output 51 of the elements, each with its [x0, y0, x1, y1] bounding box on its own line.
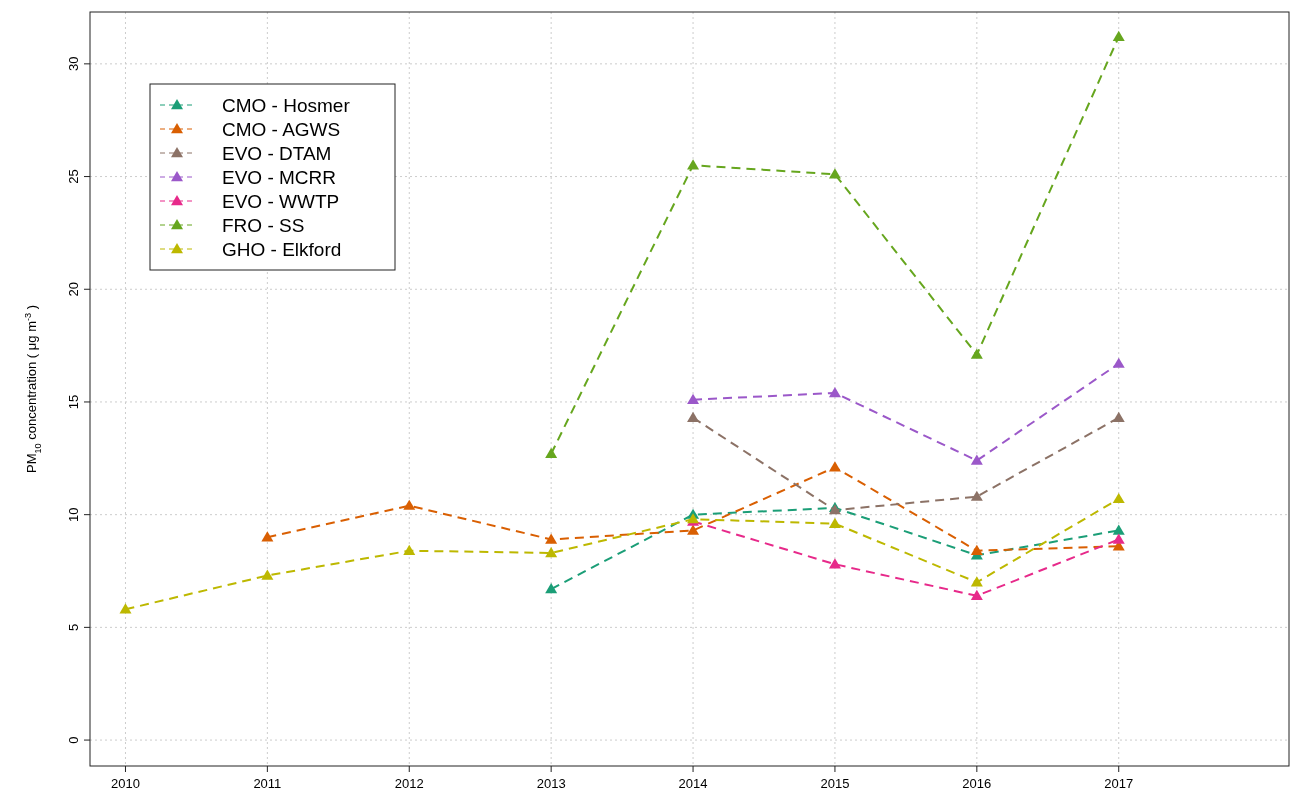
point: [545, 533, 558, 544]
point: [828, 386, 841, 398]
point: [828, 461, 841, 472]
point: [970, 576, 983, 587]
y-tick-label: 0: [66, 736, 81, 744]
x-tick-label: 2014: [678, 776, 708, 791]
point: [403, 544, 416, 555]
point: [828, 558, 841, 569]
point: [403, 499, 416, 510]
x-tick-label: 2013: [536, 776, 566, 791]
legend-label: EVO - DTAM: [222, 143, 332, 164]
y-tick-label: 15: [66, 394, 81, 410]
x-tick-label: 2015: [820, 776, 850, 791]
x-tick-label: 2011: [253, 776, 282, 791]
point: [1112, 492, 1125, 504]
y-tick-label: 10: [66, 507, 81, 522]
x-tick-label: 2010: [111, 776, 140, 791]
legend-label: CMO - Hosmer: [222, 95, 351, 116]
point: [1112, 30, 1125, 41]
x-tick-label: 2017: [1104, 776, 1134, 791]
y-tick-label: 30: [66, 56, 81, 72]
y-tick-label: 5: [66, 623, 81, 631]
legend-label: CMO - AGWS: [222, 119, 341, 140]
legend-label: EVO - MCRR: [222, 167, 336, 188]
legend-label: GHO - Elkford: [222, 239, 342, 260]
point: [261, 531, 274, 542]
point: [828, 168, 841, 179]
legend-label: EVO - WWTP: [222, 191, 340, 212]
legend-label: FRO - SS: [222, 215, 305, 236]
point: [970, 490, 983, 501]
point: [545, 583, 558, 594]
point: [1112, 357, 1125, 368]
point: [1112, 411, 1125, 422]
point: [970, 348, 983, 359]
x-tick-label: 2016: [962, 776, 992, 791]
point: [970, 544, 983, 555]
point: [1112, 533, 1125, 544]
point: [1112, 524, 1125, 535]
point: [545, 447, 558, 459]
point: [687, 524, 700, 535]
point: [119, 603, 132, 614]
point: [261, 569, 274, 580]
point: [970, 589, 983, 601]
point: [545, 546, 558, 558]
point: [687, 393, 700, 404]
y-tick-label: 25: [66, 169, 81, 184]
point: [828, 517, 841, 528]
y-tick-label: 20: [66, 282, 81, 297]
point: [970, 454, 983, 465]
x-tick-label: 2012: [394, 776, 424, 791]
point: [687, 159, 700, 170]
